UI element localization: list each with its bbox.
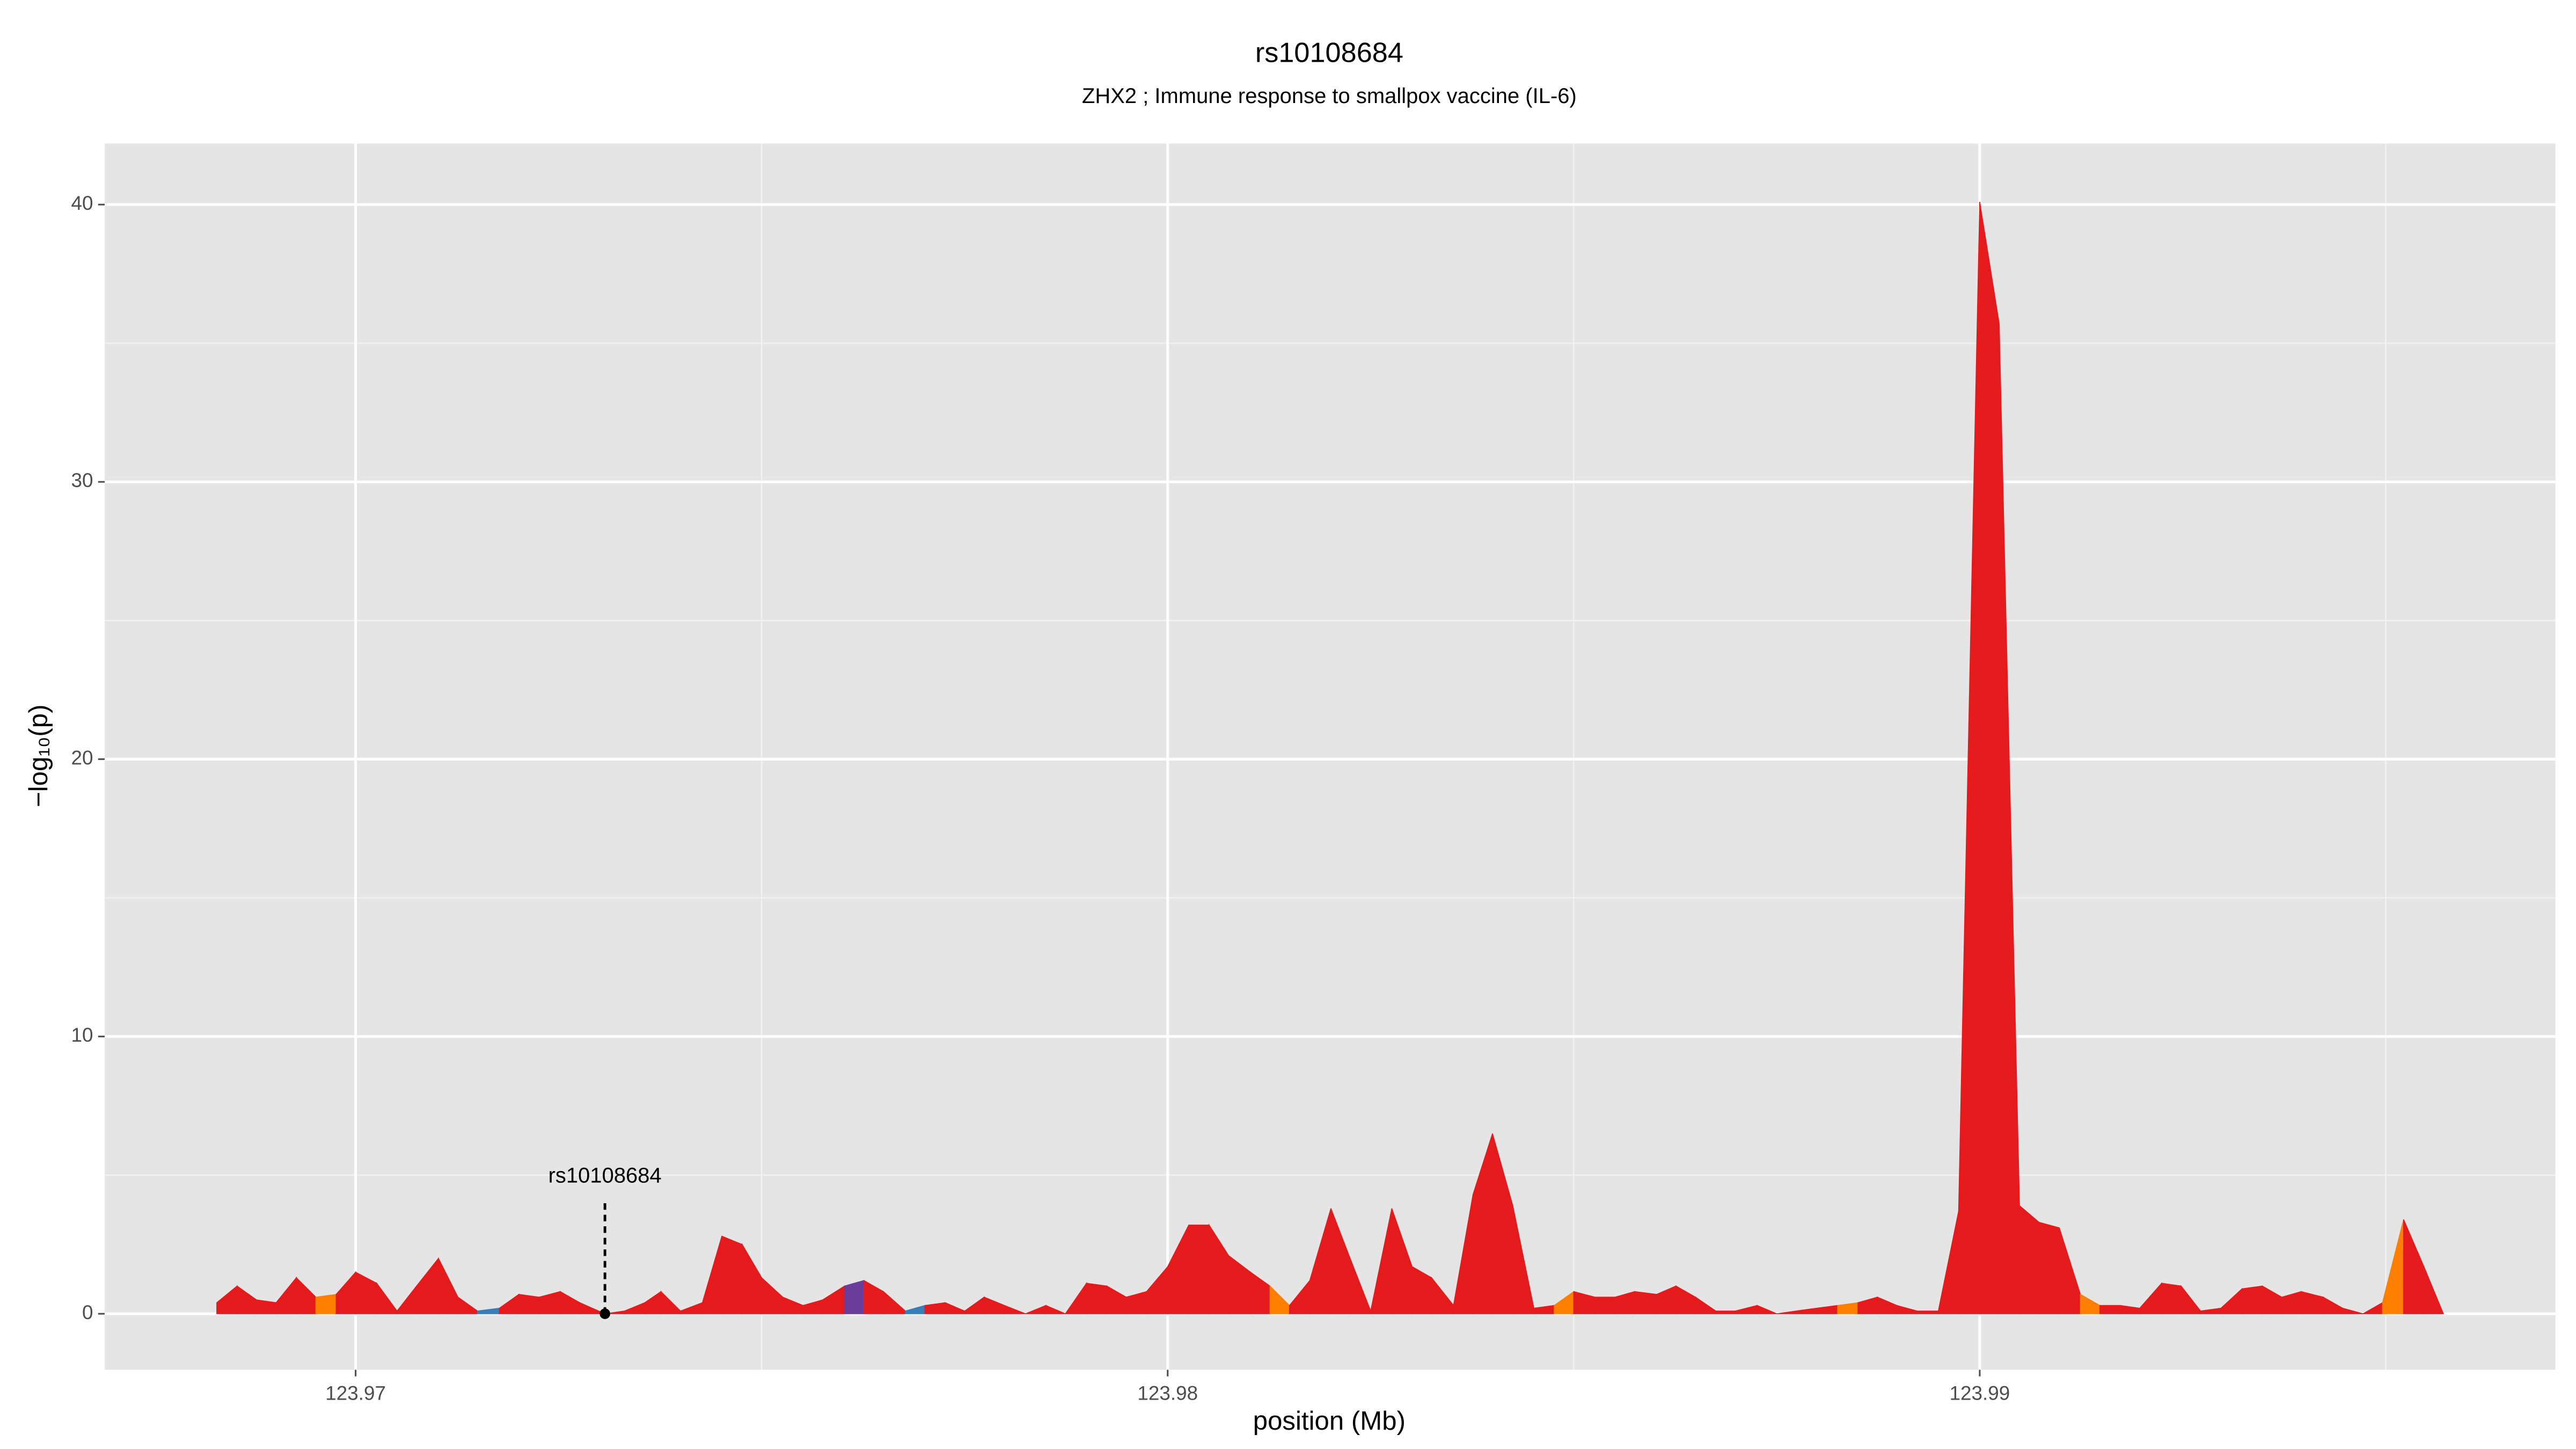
- plot-panel: [105, 143, 2556, 1370]
- annotation: rs10108684: [548, 1163, 662, 1319]
- area-segment: [518, 1293, 540, 1314]
- area-segment: [2423, 1266, 2445, 1314]
- area-segment: [1188, 1224, 1210, 1314]
- area-segment: [256, 1299, 277, 1314]
- area-segment: [2038, 1221, 2060, 1314]
- area-segment: [1086, 1283, 1108, 1314]
- y-tick-label: 30: [71, 470, 93, 492]
- y-tick-label: 10: [71, 1024, 93, 1046]
- annotation-point: [599, 1308, 611, 1319]
- y-axis-label: −log₁₀(p): [24, 705, 53, 808]
- axes: 0 10 20 30 40 123.97 123.98 123.99: [71, 192, 2010, 1404]
- area-segment: [721, 1235, 743, 1314]
- area-segment: [1634, 1291, 1657, 1314]
- area-segment: [1594, 1297, 1616, 1314]
- area-segment: [2342, 1307, 2363, 1314]
- area-segment: [1045, 1305, 1066, 1314]
- area-segment: [579, 1302, 605, 1314]
- x-tick-label: 123.98: [1137, 1382, 1198, 1404]
- x-axis-label: position (Mb): [1253, 1406, 1406, 1436]
- area-segment: [2161, 1283, 2182, 1314]
- area-segment: [1979, 201, 2000, 1314]
- chart-title: rs10108684: [1255, 37, 1403, 68]
- area-segment: [2099, 1305, 2121, 1314]
- area-segment: [1916, 1311, 1939, 1314]
- y-tick-label: 40: [71, 192, 93, 214]
- y-tick-label: 0: [82, 1301, 93, 1323]
- annotation-label: rs10108684: [548, 1163, 662, 1187]
- area-segment: [2241, 1285, 2263, 1314]
- area-segment: [1715, 1311, 1736, 1314]
- area-segment: [844, 1279, 865, 1314]
- x-tick-label: 123.97: [325, 1382, 386, 1404]
- area-segment: [315, 1293, 337, 1314]
- y-tick-label: 20: [71, 747, 93, 769]
- x-tick-label: 123.99: [1949, 1382, 2010, 1404]
- area: [216, 201, 2445, 1314]
- area-segment: [1004, 1305, 1026, 1314]
- chart-subtitle: ZHX2 ; Immune response to smallpox vacci…: [1082, 84, 1577, 108]
- area-segment: [1757, 1305, 1777, 1314]
- area-segment: [2019, 1204, 2040, 1314]
